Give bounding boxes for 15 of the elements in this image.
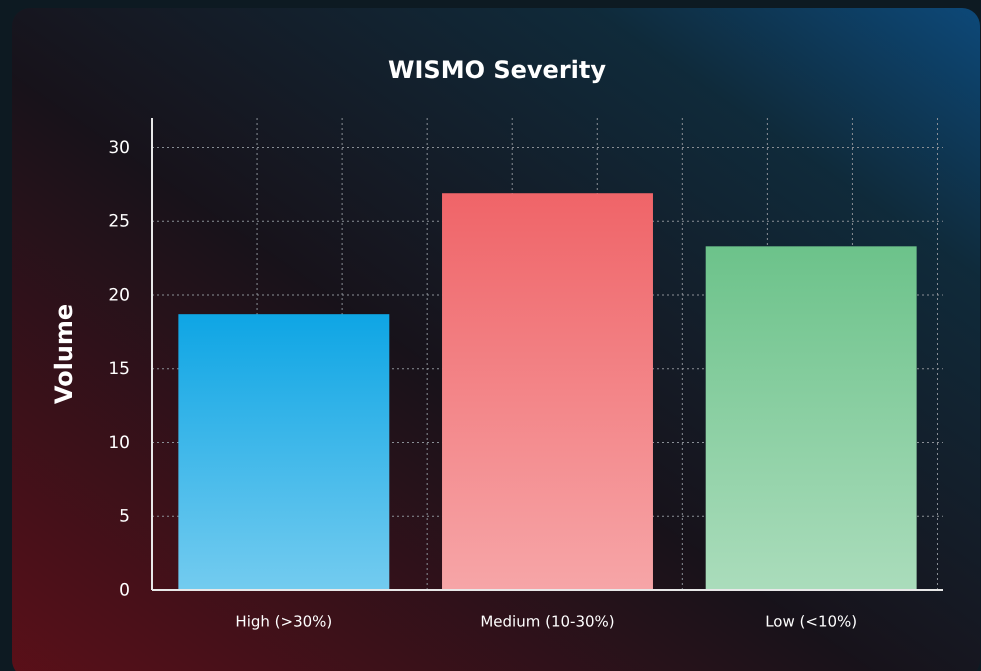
y-tick-label: 20 xyxy=(108,285,130,306)
y-axis-title: Volume xyxy=(50,304,78,404)
x-tick-label: Medium (10-30%) xyxy=(480,612,615,631)
y-tick-label: 10 xyxy=(108,432,130,453)
chart-title: WISMO Severity xyxy=(388,56,606,84)
bar xyxy=(706,246,917,590)
y-tick-label: 0 xyxy=(119,580,130,600)
bar xyxy=(178,314,390,590)
y-tick-label: 5 xyxy=(119,506,130,527)
y-tick-label: 15 xyxy=(108,359,130,380)
x-tick-label: High (>30%) xyxy=(235,612,332,631)
x-tick-label: Low (<10%) xyxy=(765,612,858,631)
y-tick-label: 25 xyxy=(108,212,130,232)
y-tick-label: 30 xyxy=(108,138,130,158)
bar xyxy=(442,193,653,590)
